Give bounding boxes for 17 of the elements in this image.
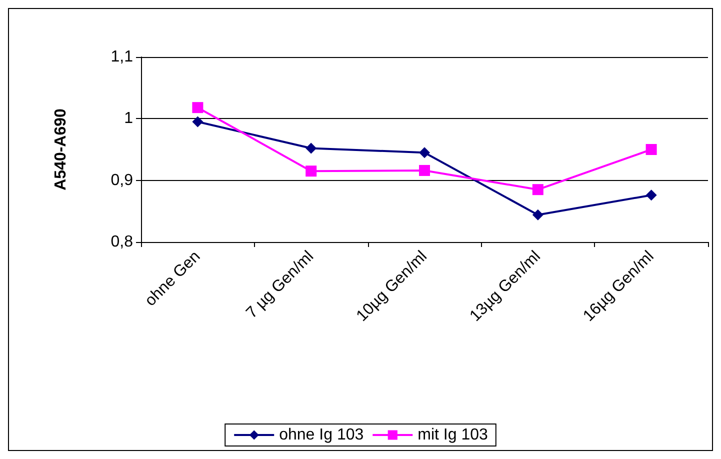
point [419,147,430,158]
y-tick-label: 0,9 [110,172,134,189]
point [192,116,204,128]
legend-label: ohne Ig 103 [279,426,364,444]
point [532,184,544,196]
point [306,142,317,154]
y-axis-title: A540-A690 [52,108,70,190]
point [306,166,317,177]
y-tick-label: 1,1 [110,48,134,66]
legend-label: mit Ig 103 [418,426,488,444]
point [192,102,204,114]
y-tick-label: 0,8 [110,234,134,250]
point [646,144,657,155]
point [532,209,544,220]
point [419,164,430,176]
y-tick-label: 1 [124,110,134,128]
point [646,190,657,201]
